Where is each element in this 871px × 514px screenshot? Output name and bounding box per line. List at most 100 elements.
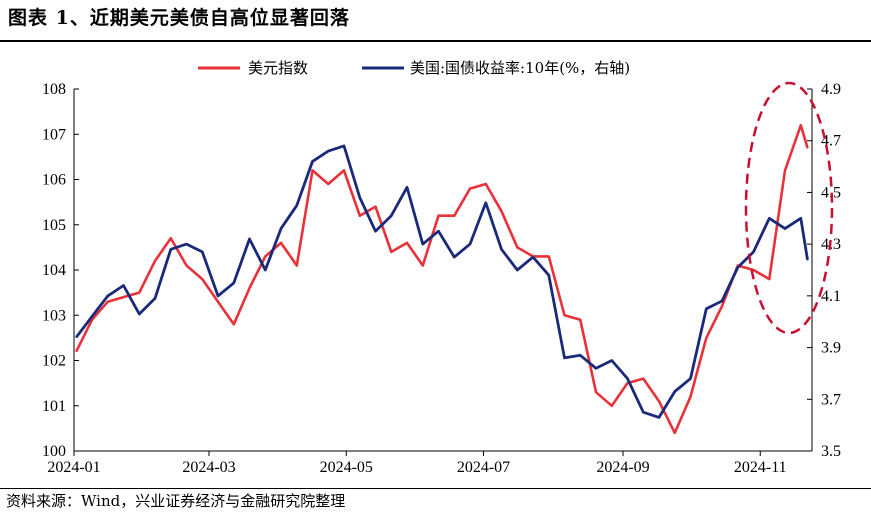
data-point-us10y — [295, 204, 298, 207]
data-point-us10y — [122, 284, 125, 287]
data-point-dxy — [264, 255, 267, 258]
data-point-dxy — [169, 237, 172, 240]
data-point-us10y — [311, 160, 314, 163]
x-tick-label: 2024-01 — [47, 459, 100, 476]
data-point-dxy — [689, 395, 692, 398]
x-tick-label: 2024-09 — [596, 459, 649, 476]
data-point-dxy — [343, 169, 345, 172]
data-point-us10y — [75, 336, 78, 339]
y-tick-label-left: 102 — [42, 353, 66, 370]
y-tick-label-right: 4.1 — [821, 288, 841, 305]
annotation-layer — [744, 81, 834, 335]
y-tick-label-left: 108 — [42, 81, 66, 98]
data-point-us10y — [264, 269, 267, 271]
axes-layer: 100 101 102 103 104 105 106 107 108 3.5 3.7 3.9 4.1 4… — [42, 81, 841, 476]
data-point-us10y — [154, 297, 156, 300]
data-point-dxy — [311, 169, 314, 172]
data-point-dxy — [201, 278, 204, 280]
data-point-us10y — [547, 274, 550, 276]
data-point-us10y — [421, 243, 424, 245]
y-tick-label-left: 101 — [42, 398, 66, 415]
data-point-us10y — [768, 217, 771, 220]
data-point-dxy — [736, 264, 739, 267]
data-point-us10y — [248, 238, 251, 240]
data-point-dxy — [248, 287, 251, 289]
legend-label-dxy: 美元指数 — [248, 59, 308, 77]
data-point-dxy — [232, 323, 235, 326]
data-point-dxy — [806, 147, 809, 149]
data-point-us10y — [500, 248, 503, 251]
data-point-us10y — [595, 367, 597, 370]
data-point-us10y — [232, 282, 235, 284]
data-point-dxy — [595, 391, 597, 393]
data-point-dxy — [280, 242, 282, 244]
data-point-us10y — [610, 359, 613, 362]
data-point-us10y — [138, 313, 141, 315]
data-point-dxy — [421, 264, 424, 267]
data-point-us10y — [484, 201, 487, 204]
data-point-us10y — [579, 354, 582, 357]
legend: 美元指数 美国:国债收益率:10年(%，右轴) — [198, 59, 630, 77]
top-rule — [0, 40, 871, 42]
y-tick-label-left: 105 — [42, 217, 66, 234]
data-point-dxy — [705, 337, 708, 339]
data-point-dxy — [768, 278, 771, 280]
x-tick-label: 2024-07 — [457, 459, 510, 476]
data-point-us10y — [453, 256, 456, 258]
data-point-dxy — [563, 314, 566, 317]
data-point-us10y — [689, 377, 692, 380]
data-point-dxy — [673, 432, 676, 434]
data-point-us10y — [469, 243, 471, 245]
series-line-dxy — [75, 123, 809, 435]
data-point-dxy — [547, 255, 550, 258]
x-tick-label: 2024-11 — [734, 459, 787, 476]
data-point-dxy — [91, 318, 93, 321]
x-tick-label: 2024-05 — [320, 459, 373, 476]
data-point-us10y — [390, 214, 393, 217]
data-point-dxy — [122, 296, 125, 298]
y-tick-label-left: 107 — [42, 126, 66, 143]
data-point-us10y — [201, 251, 204, 253]
data-point-us10y — [516, 269, 519, 271]
data-point-us10y — [406, 186, 408, 189]
data-point-us10y — [358, 196, 361, 199]
data-point-dxy — [106, 300, 109, 303]
data-point-dxy — [626, 382, 629, 384]
data-point-dxy — [752, 269, 755, 271]
data-point-us10y — [642, 411, 645, 414]
data-point-dxy — [295, 264, 298, 267]
data-point-dxy — [217, 300, 219, 303]
chart-title: 图表 1、近期美元美债自高位显著回落 — [8, 7, 350, 29]
data-point-us10y — [806, 258, 809, 261]
data-point-dxy — [185, 264, 188, 267]
data-point-dxy — [390, 251, 393, 253]
data-point-us10y — [343, 145, 345, 147]
data-point-dxy — [642, 377, 645, 380]
data-point-us10y — [217, 295, 219, 297]
y-tick-label-left: 104 — [42, 262, 66, 279]
data-point-dxy — [658, 400, 660, 403]
data-point-dxy — [374, 205, 377, 208]
data-point-us10y — [784, 227, 786, 230]
data-point-us10y — [374, 230, 377, 233]
data-point-dxy — [469, 187, 471, 190]
data-point-us10y — [705, 307, 708, 310]
data-point-dxy — [138, 291, 141, 294]
data-point-dxy — [500, 210, 503, 212]
data-point-us10y — [673, 390, 676, 393]
data-point-dxy — [358, 214, 361, 217]
data-point-us10y — [563, 357, 566, 359]
highlight-ellipse — [744, 81, 834, 335]
data-point-us10y — [106, 295, 109, 297]
data-point-dxy — [516, 246, 519, 249]
series-layer — [75, 123, 809, 435]
data-point-us10y — [185, 243, 188, 245]
y-tick-label-right: 3.7 — [821, 391, 841, 408]
bottom-rule — [0, 488, 871, 489]
data-point-dxy — [721, 305, 723, 308]
y-tick-label-right: 3.5 — [821, 443, 841, 460]
data-point-us10y — [658, 416, 660, 419]
data-point-dxy — [453, 214, 456, 217]
data-point-dxy — [784, 169, 786, 172]
data-point-us10y — [752, 251, 755, 253]
